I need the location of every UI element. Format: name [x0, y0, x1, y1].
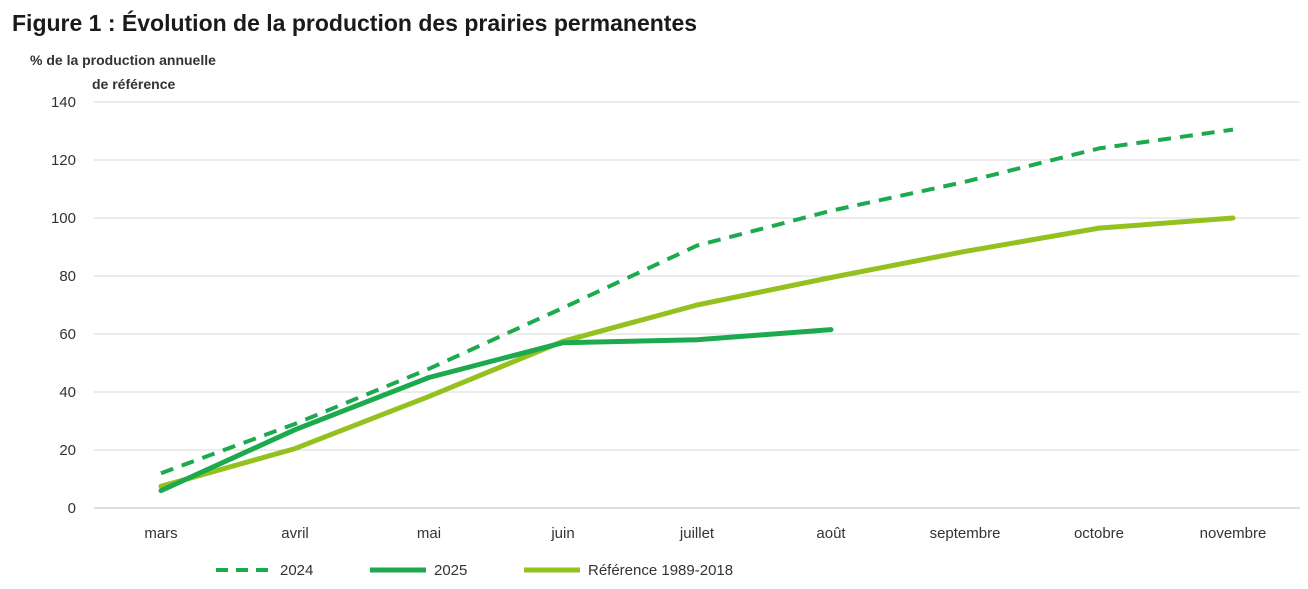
x-tick-label: avril	[281, 525, 309, 542]
y-axis-label-line1: % de la production annuelle	[30, 52, 216, 68]
x-tick-label: août	[816, 525, 846, 542]
x-tick-label: mai	[417, 525, 441, 542]
series-line-r-f-rence-1989-2018	[158, 215, 1236, 489]
x-tick-label: mars	[144, 525, 177, 542]
y-tick-label: 80	[59, 268, 76, 285]
y-tick-label: 40	[59, 384, 76, 401]
y-axis-label-line2: de référence	[92, 76, 176, 92]
x-tick-label: juin	[550, 525, 574, 542]
y-tick-labels: 0 20 40 60 80 100 120 140	[51, 94, 76, 517]
series-line-2024	[160, 127, 1234, 476]
x-tick-label: septembre	[930, 525, 1001, 542]
gridlines	[94, 101, 1300, 509]
legend-label: 2025	[434, 562, 467, 579]
y-tick-label: 140	[51, 94, 76, 111]
chart-title: Figure 1 : Évolution de la production de…	[12, 10, 698, 36]
y-tick-label: 60	[59, 326, 76, 343]
series-line-2025	[158, 327, 834, 494]
y-axis-label: % de la production annuelle de référence	[30, 48, 216, 96]
y-tick-label: 0	[68, 500, 76, 517]
legend-label: Référence 1989-2018	[588, 562, 733, 579]
y-tick-label: 120	[51, 152, 76, 169]
x-tick-label: juillet	[679, 525, 715, 542]
x-tick-labels: mars avril mai juin juillet août septembre octo…	[144, 525, 1266, 542]
x-tick-label: octobre	[1074, 525, 1124, 542]
series-lines	[158, 127, 1236, 494]
y-tick-label: 100	[51, 210, 76, 227]
y-tick-label: 20	[59, 442, 76, 459]
legend-label: 2024	[280, 562, 313, 579]
x-tick-label: novembre	[1200, 525, 1267, 542]
legend: 2024 2025 Référence 1989-2018	[216, 562, 733, 579]
